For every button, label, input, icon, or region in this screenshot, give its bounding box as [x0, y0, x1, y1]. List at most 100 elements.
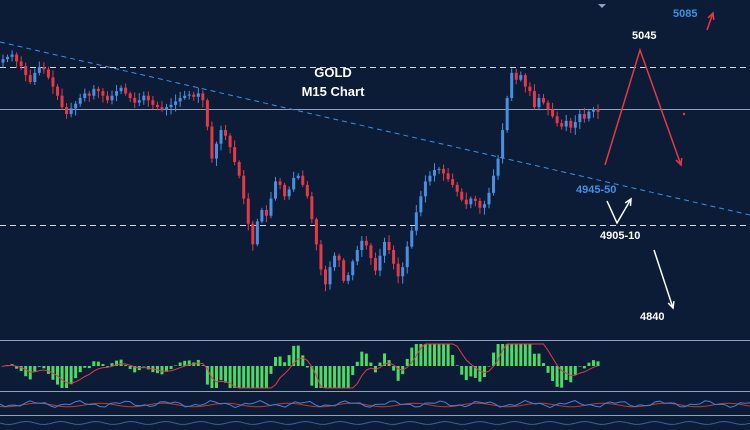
candle-body: [137, 100, 141, 103]
histogram-bar: [260, 366, 264, 388]
histogram-bar: [205, 366, 209, 385]
candle-body: [573, 122, 577, 128]
candle-body: [274, 181, 278, 199]
candle-body: [246, 198, 250, 224]
histogram-bar: [110, 363, 114, 366]
histogram-bar: [28, 366, 32, 380]
histogram-bar: [392, 366, 396, 371]
bearish-path-arrow: [653, 249, 674, 309]
candle-body: [78, 98, 82, 104]
trend-line: [0, 41, 750, 216]
histogram-bar: [587, 362, 591, 366]
histogram-bar: [1, 366, 5, 367]
histogram-bar: [442, 344, 446, 366]
histogram-bar: [33, 366, 37, 372]
candle-body: [287, 189, 291, 197]
histogram-bar: [487, 366, 491, 367]
candle-body: [455, 184, 459, 192]
candle-body: [146, 95, 150, 101]
candle-body: [410, 230, 414, 247]
candle-body: [451, 179, 455, 185]
candle-body: [96, 88, 100, 92]
candle-body: [65, 107, 69, 114]
histogram-bar: [56, 366, 60, 385]
histogram-bar: [369, 362, 373, 366]
histogram-bar: [60, 366, 64, 388]
histogram-bar: [301, 355, 305, 366]
candle-body: [501, 130, 505, 159]
histogram-bar: [460, 366, 464, 375]
candle-body: [496, 158, 500, 176]
candle-body: [532, 91, 536, 108]
histogram-bar: [573, 366, 577, 375]
histogram-bar: [528, 344, 532, 366]
candle-body: [214, 143, 218, 159]
histogram-bar: [269, 366, 273, 374]
candle-body: [237, 162, 241, 176]
histogram-bar: [333, 366, 337, 388]
target-label: 5085: [673, 8, 697, 20]
histogram-bar: [396, 366, 400, 381]
histogram-bar: [342, 366, 346, 388]
histogram-bar: [96, 361, 100, 366]
histogram-bar: [251, 366, 255, 388]
histogram-bar: [582, 366, 586, 369]
candle-body: [165, 107, 169, 110]
candle-body: [405, 246, 409, 268]
candle-body: [115, 91, 119, 96]
histogram-bar: [364, 353, 368, 366]
histogram-bar: [410, 347, 414, 366]
candle-body: [128, 93, 132, 98]
candle-body: [396, 263, 400, 277]
candle-body: [323, 269, 327, 285]
candle-body: [292, 178, 296, 190]
support-bounce-arrow-head: [624, 197, 632, 207]
candle-body: [355, 250, 359, 262]
histogram-bar: [482, 366, 486, 378]
candle-body: [446, 173, 450, 180]
histogram-bar: [24, 366, 28, 377]
candle-body: [301, 175, 305, 185]
candle-body: [492, 175, 496, 193]
candle-body: [478, 200, 482, 208]
histogram-bar: [78, 366, 82, 373]
histogram-bar: [246, 366, 250, 388]
candle-body: [351, 261, 355, 276]
histogram-bar: [310, 366, 314, 386]
candle-body: [551, 109, 555, 117]
histogram-bar: [432, 344, 436, 366]
candle-body: [187, 94, 191, 96]
candle-body: [233, 147, 237, 162]
candle-body: [482, 204, 486, 208]
candle-body: [51, 77, 55, 87]
oscillator-panel: [0, 392, 750, 430]
histogram-bar: [351, 366, 355, 376]
histogram-bar: [128, 366, 132, 370]
candle-body: [6, 56, 10, 60]
histogram-bar: [337, 366, 341, 388]
candle-body: [192, 94, 196, 97]
candle-body: [505, 98, 509, 130]
histogram-bar: [210, 366, 214, 388]
histogram-bar: [42, 366, 46, 369]
candle-body: [423, 181, 427, 197]
candle-body: [523, 75, 527, 87]
candle-body: [178, 98, 182, 102]
candle-body: [15, 54, 19, 62]
candle-body: [201, 93, 205, 101]
candle-body: [219, 130, 223, 144]
histogram-bar: [83, 366, 87, 368]
histogram-bar: [105, 366, 109, 367]
candle-body: [183, 95, 187, 98]
candle-body: [314, 219, 318, 245]
main-panel: [0, 0, 750, 340]
histogram-bar: [319, 366, 323, 388]
candle-body: [305, 184, 309, 197]
candle-body: [105, 95, 109, 101]
support-label: 4945-50: [576, 184, 616, 196]
candle-body: [251, 223, 255, 245]
candle-body: [92, 88, 96, 96]
histogram-bar: [323, 366, 327, 388]
histogram-bar: [446, 344, 450, 366]
